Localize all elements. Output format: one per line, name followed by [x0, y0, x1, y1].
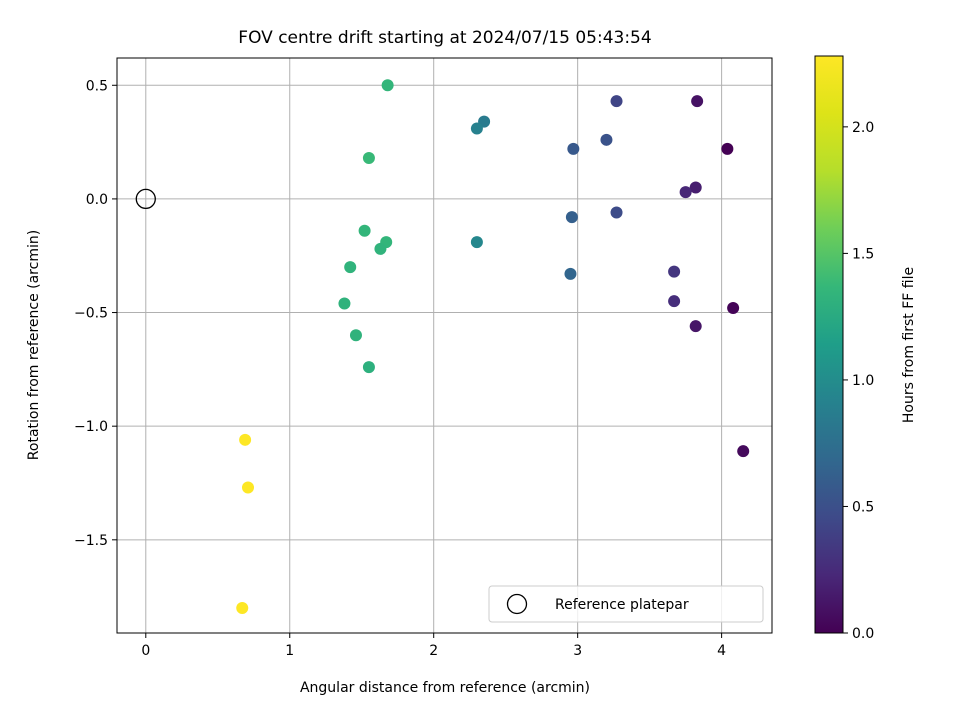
x-tick-label: 4 — [717, 643, 726, 659]
chart-title: FOV centre drift starting at 2024/07/15 … — [238, 28, 651, 48]
x-tick-label: 0 — [141, 643, 150, 659]
scatter-point — [691, 95, 704, 108]
y-tick-label: 0.5 — [86, 78, 108, 94]
colorbar-tick-label: 0.5 — [852, 499, 874, 515]
scatter-point — [668, 265, 681, 278]
scatter-point — [338, 297, 351, 310]
y-tick-label: 0.0 — [86, 192, 108, 208]
grid-lines — [117, 58, 772, 633]
colorbar-tick-label: 0.0 — [852, 626, 874, 642]
x-tick-label: 2 — [429, 643, 438, 659]
colorbar: 0.0 0.5 1.0 1.5 2.0 Hours from first FF file — [814, 55, 917, 642]
scatter-point — [349, 329, 362, 342]
y-tick-label: −1.5 — [74, 533, 108, 549]
colorbar-tick-label: 1.5 — [852, 246, 874, 262]
colorbar-tick-label: 2.0 — [852, 120, 874, 136]
scatter-point — [565, 211, 578, 224]
scatter-point — [381, 79, 394, 92]
scatter-point — [344, 261, 357, 274]
scatter-point — [242, 481, 254, 494]
scatter-point — [610, 206, 623, 219]
scatter-point — [668, 295, 681, 308]
scatter-point — [239, 433, 252, 446]
legend-box — [488, 585, 764, 623]
x-tick-label: 3 — [573, 643, 582, 659]
scatter-point — [362, 152, 375, 164]
x-axis-ticks: 0 1 2 3 4 — [141, 633, 726, 659]
scatter-point — [567, 142, 580, 155]
scatter-point — [362, 361, 375, 374]
scatter-point — [679, 186, 692, 199]
scatter-point — [236, 602, 249, 614]
y-tick-label: −1.0 — [74, 419, 108, 435]
scatter-point — [689, 181, 702, 194]
colorbar-gradient — [814, 55, 844, 634]
scatter-point — [689, 320, 702, 333]
scatter-point — [727, 302, 740, 314]
colorbar-tick-label: 1.0 — [852, 373, 874, 389]
y-tick-label: −0.5 — [74, 306, 108, 322]
scatter-point — [600, 133, 613, 146]
scatter-point — [610, 95, 623, 108]
scatter-point — [358, 224, 371, 237]
x-tick-label: 1 — [285, 643, 294, 659]
legend: Reference platepar — [488, 585, 764, 623]
data-points — [135, 79, 750, 614]
plot-frame — [116, 57, 773, 634]
scatter-point — [564, 267, 577, 280]
colorbar-label: Hours from first FF file — [901, 267, 917, 423]
scatter-point — [470, 122, 483, 135]
scatter-point — [737, 445, 750, 458]
scatter-point — [374, 242, 387, 255]
y-axis-ticks: 0.5 0.0 −0.5 −1.0 −1.5 — [74, 78, 117, 549]
scatter-point — [470, 236, 483, 249]
scatter-point — [721, 142, 734, 155]
colorbar-ticks: 0.0 0.5 1.0 1.5 2.0 — [843, 120, 874, 642]
y-axis-label: Rotation from reference (arcmin) — [26, 230, 42, 460]
reference-platepar-marker — [135, 188, 156, 210]
legend-label: Reference platepar — [555, 597, 689, 613]
legend-marker — [506, 593, 528, 615]
x-axis-label: Angular distance from reference (arcmin) — [300, 680, 590, 696]
